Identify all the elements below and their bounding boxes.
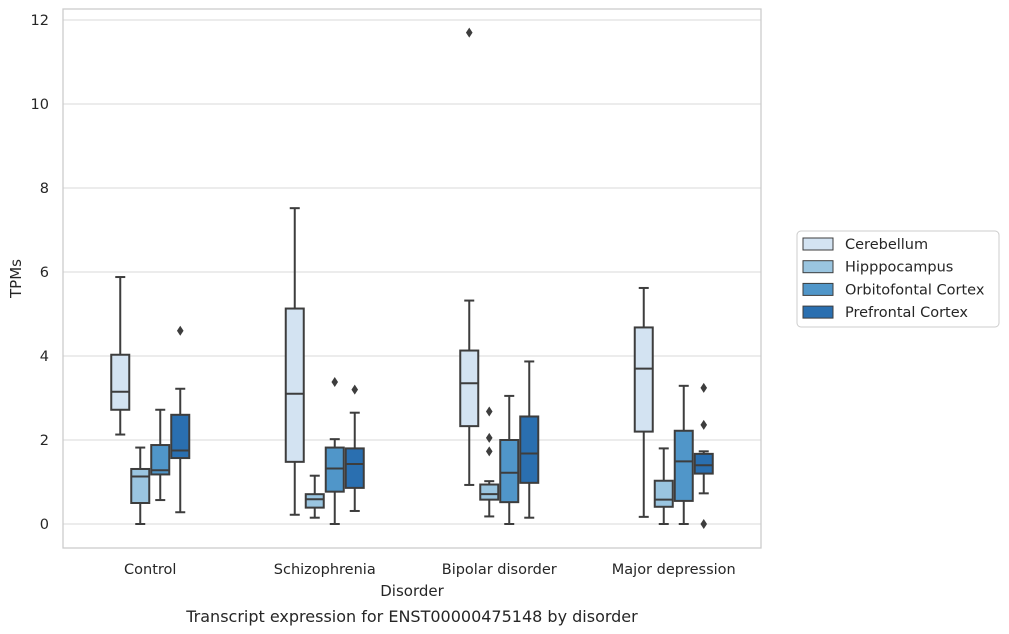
box — [304, 474, 325, 519]
box — [324, 377, 345, 525]
outlier-point — [331, 377, 339, 388]
legend-label: Prefrontal Cortex — [845, 305, 968, 321]
box-body — [653, 479, 674, 508]
box-body — [499, 439, 520, 504]
box-body — [130, 467, 151, 505]
legend-label: Cerebellum — [845, 237, 928, 253]
box-body — [170, 413, 191, 460]
y-tick-label: 8 — [40, 181, 49, 197]
box-plot-marks — [110, 27, 714, 529]
y-axis: 0 2 4 6 8 10 12 — [31, 13, 49, 533]
box-body — [324, 446, 345, 493]
box — [130, 446, 151, 525]
x-tick-label: Major depression — [612, 562, 736, 578]
box-body — [693, 452, 714, 475]
box — [653, 447, 674, 525]
y-tick-label: 0 — [40, 517, 49, 533]
legend-swatch — [802, 260, 834, 274]
legend-swatch — [802, 282, 834, 296]
legend-swatch — [802, 305, 834, 319]
legend-frame — [796, 230, 1000, 328]
legend-label: Orbitofontal Cortex — [845, 282, 985, 298]
box — [110, 276, 131, 436]
box — [170, 325, 191, 514]
box — [284, 207, 305, 516]
legend-label: Hipppocampus — [845, 260, 953, 276]
box — [150, 408, 171, 502]
outlier-point — [485, 406, 493, 417]
x-tick-label: Bipolar disorder — [442, 562, 557, 578]
outlier-point — [465, 27, 473, 38]
box — [479, 406, 500, 518]
plot-frame — [62, 8, 762, 549]
box-body — [150, 444, 171, 476]
box-body — [304, 493, 325, 509]
outlier-point — [176, 325, 184, 336]
box-body — [344, 447, 365, 489]
box — [673, 384, 694, 525]
box — [633, 286, 654, 518]
outlier-point — [700, 419, 708, 430]
outlier-point — [700, 519, 708, 529]
y-tick-label: 6 — [40, 265, 49, 281]
x-tick-label: Control — [124, 562, 176, 578]
y-tick-label: 10 — [31, 97, 49, 113]
legend: Cerebellum Hipppocampus Orbitofontal Corte… — [796, 230, 1000, 328]
y-tick-label: 2 — [40, 433, 49, 449]
box — [499, 394, 520, 525]
y-tick-label: 4 — [40, 349, 49, 365]
x-tick-label: Schizophrenia — [274, 562, 376, 578]
box-body — [459, 349, 480, 428]
outlier-point — [351, 384, 359, 395]
x-axis: Control Schizophrenia Bipolar disorder Majo… — [124, 562, 736, 578]
box-body — [519, 415, 540, 484]
box — [519, 360, 540, 519]
outlier-point — [485, 432, 493, 443]
box-body — [110, 353, 131, 411]
box — [693, 382, 714, 529]
y-tick-label: 12 — [31, 13, 49, 29]
outlier-point — [485, 446, 493, 457]
box-body — [479, 483, 500, 501]
box-body — [633, 326, 654, 433]
legend-swatch — [802, 237, 834, 251]
box — [344, 384, 365, 512]
x-axis-title: Disorder — [380, 582, 444, 600]
box — [459, 27, 480, 486]
box-body — [673, 429, 694, 502]
box-body — [284, 307, 305, 463]
y-axis-title: TPMs — [7, 259, 25, 299]
outlier-point — [700, 382, 708, 393]
chart-caption: Transcript expression for ENST0000047514… — [185, 607, 638, 626]
